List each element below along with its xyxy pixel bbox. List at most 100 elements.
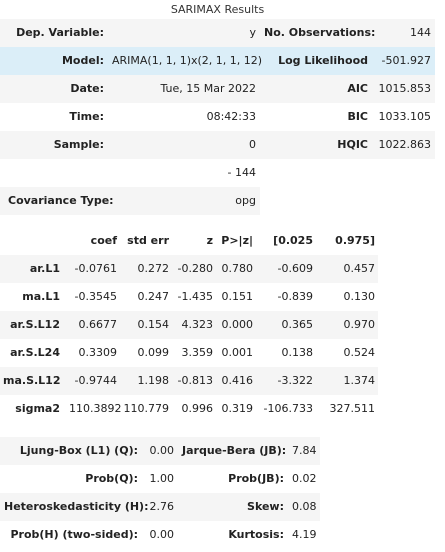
table-cell: 3.359 <box>172 339 216 367</box>
diagnostic-value: 7.84 <box>288 437 320 465</box>
diagnostic-label: Prob(JB): <box>178 465 288 493</box>
diagnostic-value: 4.19 <box>288 521 320 549</box>
table-cell: 0.3309 <box>66 339 120 367</box>
table-cell: 0.365 <box>256 311 316 339</box>
table-cell: 0.138 <box>256 339 316 367</box>
diagnostic-label: Heteroskedasticity (H): <box>0 493 148 521</box>
table-cell: 0.099 <box>120 339 172 367</box>
diagnostic-value: 1.00 <box>142 465 178 493</box>
summary-label: HQIC <box>260 131 372 159</box>
table-cell: 0.272 <box>120 255 172 283</box>
diagnostic-value: 0.00 <box>142 437 178 465</box>
diagnostic-value: 0.08 <box>288 493 320 521</box>
diagnostic-value: 2.76 <box>142 493 178 521</box>
coefficients-table: coef std err z P>|z| [0.025 0.975] ar.L1… <box>0 227 378 423</box>
row-label: ma.L1 <box>0 283 66 311</box>
summary-row: Dep. Variable: y No. Observations: 144 <box>0 19 435 47</box>
table-cell: -1.435 <box>172 283 216 311</box>
summary-value: 1022.863 <box>372 131 435 159</box>
table-cell: 0.780 <box>216 255 256 283</box>
summary-value: -501.927 <box>372 47 435 75</box>
table-cell: 0.416 <box>216 367 256 395</box>
table-cell: 0.319 <box>216 395 256 423</box>
diagnostic-label: Kurtosis: <box>178 521 288 549</box>
summary-row-highlighted[interactable]: Model: ARIMA(1, 1, 1)x(2, 1, 1, 12) Log … <box>0 47 435 75</box>
empty-cell <box>372 187 435 215</box>
column-header: coef <box>66 227 120 255</box>
table-row: ma.L1 -0.3545 0.247 -1.435 0.151 -0.839 … <box>0 283 378 311</box>
empty-cell <box>260 187 372 215</box>
table-cell: 0.130 <box>316 283 378 311</box>
table-cell: 110.779 <box>120 395 172 423</box>
diagnostic-label: Ljung-Box (L1) (Q): <box>0 437 142 465</box>
column-header: P>|z| <box>216 227 256 255</box>
summary-label <box>0 159 108 187</box>
table-cell: -0.609 <box>256 255 316 283</box>
diagnostics-row: Ljung-Box (L1) (Q): 0.00 Jarque-Bera (JB… <box>0 437 320 465</box>
summary-label: AIC <box>260 75 372 103</box>
summary-value: 1033.105 <box>372 103 435 131</box>
summary-label: Log Likelihood <box>260 47 372 75</box>
summary-value: 144 <box>372 19 435 47</box>
diagnostic-label: Skew: <box>178 493 288 521</box>
summary-value: ARIMA(1, 1, 1)x(2, 1, 1, 12) <box>108 47 262 75</box>
covariance-label: Covariance Type: <box>0 187 114 215</box>
diagnostics-table: Ljung-Box (L1) (Q): 0.00 Jarque-Bera (JB… <box>0 437 320 549</box>
summary-row: Sample: 0 HQIC 1022.863 <box>0 131 435 159</box>
summary-value: Tue, 15 Mar 2022 <box>108 75 260 103</box>
table-cell: 110.3892 <box>66 395 122 423</box>
table-cell: -0.9744 <box>66 367 120 395</box>
model-summary-table: Dep. Variable: y No. Observations: 144 M… <box>0 19 435 215</box>
diagnostics-row: Heteroskedasticity (H): 2.76 Skew: 0.08 <box>0 493 320 521</box>
summary-label: Model: <box>0 47 108 75</box>
table-cell: 0.000 <box>216 311 256 339</box>
column-header <box>0 227 66 255</box>
row-label: ar.S.L24 <box>0 339 66 367</box>
diagnostics-row: Prob(Q): 1.00 Prob(JB): 0.02 <box>0 465 320 493</box>
table-cell: -0.280 <box>172 255 216 283</box>
table-row: ar.S.L12 0.6677 0.154 4.323 0.000 0.365 … <box>0 311 378 339</box>
row-label: ar.S.L12 <box>0 311 66 339</box>
table-cell: 0.970 <box>316 311 378 339</box>
summary-value: 0 <box>108 131 260 159</box>
covariance-value: opg <box>108 187 260 215</box>
diagnostic-value: 0.00 <box>142 521 178 549</box>
summary-row: Time: 08:42:33 BIC 1033.105 <box>0 103 435 131</box>
table-cell: -106.733 <box>256 395 316 423</box>
summary-label: BIC <box>260 103 372 131</box>
table-caption: SARIMAX Results <box>170 3 265 16</box>
summary-row: - 144 <box>0 159 435 187</box>
summary-label <box>260 159 372 187</box>
column-header: z <box>172 227 216 255</box>
table-cell: 0.151 <box>216 283 256 311</box>
table-cell: 0.996 <box>172 395 216 423</box>
summary-value: 08:42:33 <box>108 103 260 131</box>
summary-label: Sample: <box>0 131 108 159</box>
table-cell: -0.0761 <box>66 255 120 283</box>
table-cell: 0.247 <box>120 283 172 311</box>
column-header: [0.025 <box>256 227 316 255</box>
table-cell: 0.6677 <box>66 311 120 339</box>
table-cell: 0.457 <box>316 255 378 283</box>
diagnostics-row: Prob(H) (two-sided): 0.00 Kurtosis: 4.19 <box>0 521 320 549</box>
summary-label: Time: <box>0 103 108 131</box>
table-row: ma.S.L12 -0.9744 1.198 -0.813 0.416 -3.3… <box>0 367 378 395</box>
table-cell: 327.511 <box>316 395 378 423</box>
table-cell: -0.3545 <box>66 283 120 311</box>
summary-row: Date: Tue, 15 Mar 2022 AIC 1015.853 <box>0 75 435 103</box>
column-header: 0.975] <box>316 227 378 255</box>
coef-header-row: coef std err z P>|z| [0.025 0.975] <box>0 227 378 255</box>
table-cell: -0.813 <box>172 367 216 395</box>
summary-label: No. Observations: <box>260 19 375 47</box>
table-cell: 0.154 <box>120 311 172 339</box>
table-cell: 4.323 <box>172 311 216 339</box>
table-cell: 1.374 <box>316 367 378 395</box>
table-cell: 1.198 <box>120 367 172 395</box>
summary-value <box>372 159 435 187</box>
summary-value: y <box>108 19 260 47</box>
summary-label: Dep. Variable: <box>0 19 108 47</box>
row-label: sigma2 <box>0 395 66 423</box>
table-row: ar.L1 -0.0761 0.272 -0.280 0.780 -0.609 … <box>0 255 378 283</box>
covariance-row: Covariance Type: opg <box>0 187 435 215</box>
summary-value: - 144 <box>108 159 260 187</box>
